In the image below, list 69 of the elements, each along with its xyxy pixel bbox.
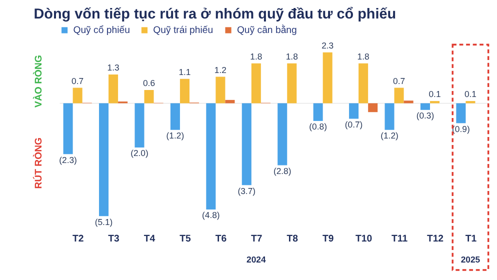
bar — [170, 103, 180, 130]
data-label: (2.8) — [273, 166, 292, 176]
data-label: 1.3 — [107, 62, 120, 73]
data-label: 0.1 — [464, 89, 477, 100]
data-label: 0.7 — [393, 76, 406, 86]
legend-label: Quỹ cân bằng — [236, 24, 297, 36]
data-label: (0.9) — [452, 124, 470, 134]
text: VÀO RÒNG — [32, 55, 44, 108]
data-label: 0.6 — [142, 78, 156, 88]
bar — [108, 74, 118, 104]
legend-label: Quỹ cổ phiếu — [73, 25, 130, 36]
bar — [287, 63, 297, 104]
x-tick-label: T5 — [180, 234, 192, 245]
x-tick-label: T8 — [286, 234, 299, 245]
bar — [144, 90, 154, 104]
x-tick-label: T12 — [426, 234, 444, 245]
bar — [456, 103, 466, 124]
data-label: (2.0) — [130, 148, 148, 158]
bar — [99, 103, 109, 216]
x-tick-label: T11 — [391, 234, 408, 245]
bar — [349, 103, 359, 119]
bar — [251, 63, 261, 104]
bar — [384, 103, 394, 130]
x-tick-label: T9 — [322, 234, 334, 245]
data-label: (5.1) — [94, 216, 113, 227]
legend-label: Quỹ trái phiếu — [153, 25, 214, 36]
bar — [134, 103, 144, 148]
x-tick-label: T2 — [72, 234, 84, 245]
bar — [368, 103, 378, 112]
bar — [394, 88, 404, 104]
x-tick-label: T10 — [356, 234, 372, 245]
data-label: 1.2 — [214, 64, 227, 75]
bar — [206, 103, 216, 210]
data-label: (1.2) — [380, 130, 399, 140]
bar — [216, 76, 226, 104]
data-label: 0.1 — [428, 89, 441, 100]
data-label: 1.8 — [286, 52, 298, 62]
data-label: (0.8) — [309, 122, 328, 132]
text: RÚT RÒNG — [32, 137, 44, 189]
x-tick-label: T7 — [251, 234, 262, 245]
data-label: 2.3 — [322, 40, 334, 51]
data-label: 0.7 — [72, 76, 84, 86]
text: 2025 — [460, 254, 480, 264]
bar — [313, 103, 323, 121]
x-tick-label: T3 — [108, 234, 120, 245]
data-label: (4.8) — [202, 210, 220, 220]
bar — [63, 103, 73, 154]
data-label: 1.1 — [178, 67, 191, 78]
data-label: 1.8 — [357, 52, 370, 62]
x-tick-label: T6 — [215, 234, 227, 245]
bar — [420, 103, 430, 110]
data-label: (1.2) — [166, 130, 184, 140]
data-label: (0.3) — [416, 110, 434, 121]
bar — [242, 103, 252, 186]
x-tick-label: T1 — [465, 234, 478, 245]
data-label: 1.8 — [250, 52, 262, 62]
text: 2024 — [246, 254, 266, 264]
bar — [225, 100, 235, 104]
bar — [404, 100, 414, 104]
bar — [278, 103, 288, 166]
data-label: (3.7) — [238, 186, 256, 196]
data-label: (2.3) — [59, 154, 78, 165]
x-tick-label: T4 — [144, 234, 156, 245]
chart-title: Dòng vốn tiếp tục rút ra ở nhóm quỹ đầu tư cổ phiếu — [34, 6, 396, 23]
bar — [180, 78, 190, 104]
bar — [72, 88, 82, 104]
bar — [322, 52, 332, 104]
bar — [358, 63, 368, 104]
data-label: (0.7) — [344, 119, 363, 130]
